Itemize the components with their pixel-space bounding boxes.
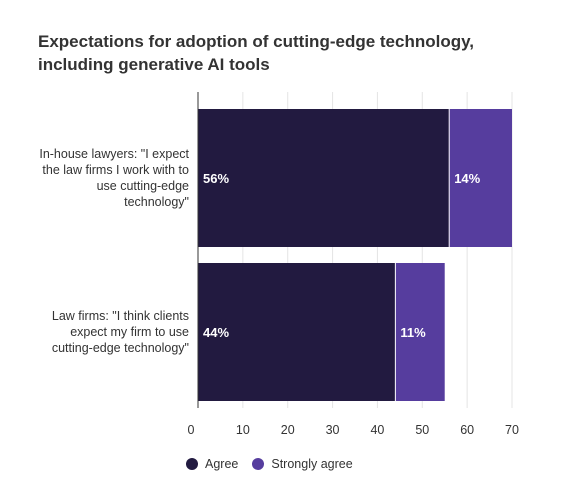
bars: 56% 14% 44% 11% <box>198 109 512 401</box>
chart-title: Expectations for adoption of cutting-edg… <box>38 32 475 74</box>
legend-item: Agree <box>186 457 238 471</box>
legend-swatch <box>186 458 198 470</box>
bar-strongly-agree <box>395 263 445 401</box>
x-tick-label: 60 <box>460 423 474 437</box>
x-tick-label: 20 <box>281 423 295 437</box>
data-label: 44% <box>203 325 229 340</box>
x-tick-label: 10 <box>236 423 250 437</box>
category-label: Law firms: "I think clients expect my fir… <box>52 309 189 355</box>
bar-strongly-agree <box>449 109 512 247</box>
data-label: 11% <box>400 325 426 340</box>
x-tick-label: 70 <box>505 423 519 437</box>
legend-item: Strongly agree <box>252 457 353 471</box>
legend-label: Agree <box>205 457 239 471</box>
category-labels: In-house lawyers: "I expect the law firms… <box>39 147 189 355</box>
legend-swatch <box>252 458 265 470</box>
x-axis-ticks: 0 10 20 30 40 50 60 70 <box>188 423 519 437</box>
legend-label: Strongly agree <box>271 457 353 471</box>
bar-agree <box>198 109 450 247</box>
data-label: 14% <box>454 171 480 186</box>
x-tick-label: 0 <box>188 423 195 437</box>
x-tick-label: 50 <box>415 423 429 437</box>
category-label: In-house lawyers: "I expect the law firms… <box>39 147 189 209</box>
x-tick-label: 30 <box>326 423 340 437</box>
data-label: 56% <box>203 171 229 186</box>
bar-agree <box>198 263 396 401</box>
legend: Agree Strongly agree <box>186 457 367 471</box>
bar-chart: 56% 14% 44% 11% In-house lawyers: "I expect… <box>39 92 519 437</box>
x-tick-label: 40 <box>370 423 384 437</box>
